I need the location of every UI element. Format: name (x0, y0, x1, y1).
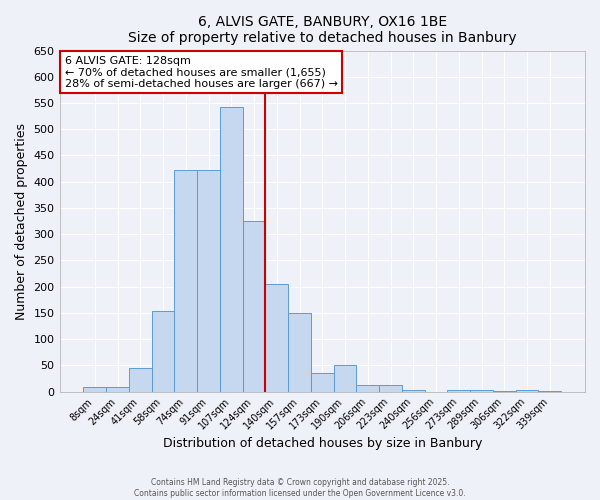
Bar (448, 390, 470, 392)
Bar (379, 385, 402, 392)
Bar (493, 391, 515, 392)
Y-axis label: Number of detached properties: Number of detached properties (15, 122, 28, 320)
Title: 6, ALVIS GATE, BANBURY, OX16 1BE
Size of property relative to detached houses in: 6, ALVIS GATE, BANBURY, OX16 1BE Size of… (128, 15, 517, 45)
Bar (106, 388, 129, 392)
Bar (265, 284, 288, 392)
Bar (152, 312, 175, 392)
Bar (242, 221, 265, 392)
Bar (470, 390, 493, 392)
Bar (220, 106, 242, 392)
X-axis label: Distribution of detached houses by size in Banbury: Distribution of detached houses by size … (163, 437, 482, 450)
Bar (538, 391, 561, 392)
Bar (356, 385, 379, 392)
Bar (175, 170, 197, 392)
Bar (197, 170, 220, 392)
Bar (129, 368, 152, 392)
Bar (288, 313, 311, 392)
Bar (334, 366, 356, 392)
Bar (311, 374, 334, 392)
Bar (402, 390, 425, 392)
Text: Contains HM Land Registry data © Crown copyright and database right 2025.
Contai: Contains HM Land Registry data © Crown c… (134, 478, 466, 498)
Bar (515, 390, 538, 392)
Bar (83, 388, 106, 392)
Text: 6 ALVIS GATE: 128sqm
← 70% of detached houses are smaller (1,655)
28% of semi-de: 6 ALVIS GATE: 128sqm ← 70% of detached h… (65, 56, 338, 89)
